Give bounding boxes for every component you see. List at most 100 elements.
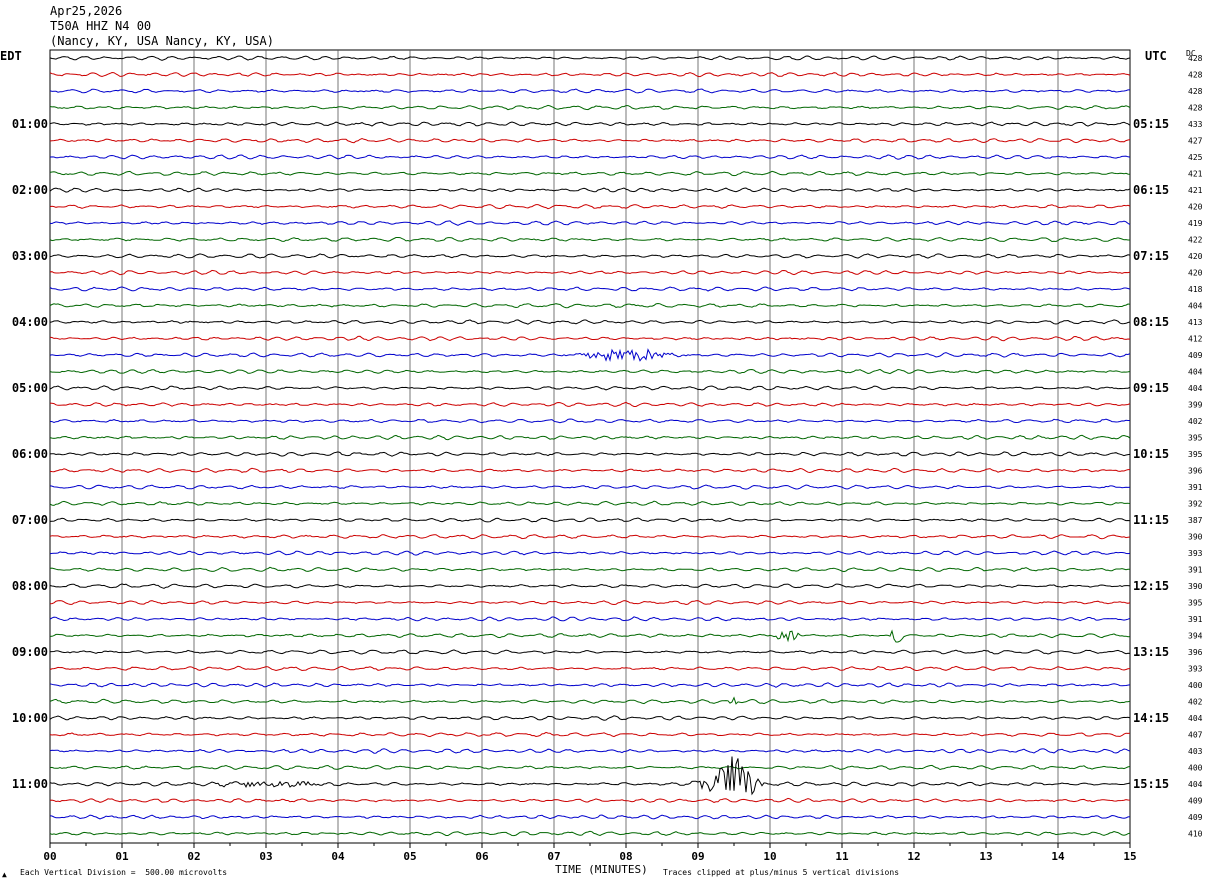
trace-line: [49, 500, 1131, 506]
dc-offset-label: 402: [1188, 417, 1203, 426]
x-tick-label: 01: [115, 850, 129, 863]
right-time-label: 10:15: [1133, 447, 1169, 461]
chart-station: T50A HHZ N4 00: [50, 19, 152, 33]
dc-offset-label: 400: [1188, 681, 1203, 690]
trace-line: [49, 696, 1131, 705]
dc-offset-label: 391: [1188, 615, 1203, 624]
left-timezone-label: EDT: [0, 49, 22, 63]
dc-offset-label: 428: [1188, 71, 1203, 80]
dc-offset-label: 404: [1188, 302, 1203, 311]
right-time-label: 11:15: [1133, 513, 1169, 527]
chart-date: Apr25,2026: [50, 4, 123, 18]
left-time-label: 02:00: [12, 183, 48, 197]
x-tick-label: 15: [1123, 850, 1136, 863]
corner-mark: ▲: [2, 870, 7, 879]
dc-offset-label: 393: [1188, 665, 1203, 674]
trace-line: [49, 451, 1131, 457]
dc-offset-label: 412: [1188, 335, 1203, 344]
trace-line: [49, 566, 1130, 573]
x-tick-label: 11: [835, 850, 849, 863]
dc-offset-label: 404: [1188, 714, 1203, 723]
trace-line: [49, 583, 1131, 589]
dc-offset-label: 400: [1188, 764, 1203, 773]
trace-line: [49, 348, 1131, 363]
vertical-scale-note: Each Vertical Division = 500.00 microvol…: [20, 868, 228, 877]
trace-line: [49, 756, 1131, 796]
trace-line: [49, 764, 1131, 771]
dc-offset-label: 433: [1188, 120, 1203, 129]
trace-line: [49, 629, 1131, 643]
x-tick-label: 02: [187, 850, 200, 863]
trace-line: [49, 534, 1131, 540]
left-time-label: 03:00: [12, 249, 48, 263]
left-time-label: 01:00: [12, 117, 48, 131]
trace-line: [49, 55, 1131, 61]
right-timezone-label: UTC: [1145, 49, 1167, 63]
x-tick-label: 09: [691, 850, 704, 863]
trace-line: [49, 335, 1131, 342]
trace-line: [49, 682, 1131, 688]
dc-offset-label: 404: [1188, 368, 1203, 377]
trace-line: [49, 204, 1131, 210]
right-time-label: 05:15: [1133, 117, 1169, 131]
dc-offset-label: 395: [1188, 434, 1203, 443]
dc-offset-label: 407: [1188, 731, 1203, 740]
trace-line: [49, 814, 1131, 820]
right-time-label: 07:15: [1133, 249, 1169, 263]
clip-note: Traces clipped at plus/minus 5 vertical …: [663, 868, 900, 877]
trace-line: [49, 731, 1131, 738]
trace-line: [49, 484, 1131, 490]
dc-offset-label: 428: [1188, 104, 1203, 113]
trace-line: [49, 418, 1130, 424]
trace-line: [49, 385, 1131, 391]
trace-line: [49, 368, 1131, 375]
left-time-label: 10:00: [12, 711, 48, 725]
dc-offset-label: 393: [1188, 549, 1203, 558]
dc-offset-label: 421: [1188, 186, 1203, 195]
dc-offset-label: 427: [1188, 137, 1203, 146]
left-time-label: 09:00: [12, 645, 48, 659]
trace-line: [49, 137, 1131, 144]
dc-offset-label: 410: [1188, 830, 1203, 839]
trace-line: [49, 434, 1131, 441]
dc-offset-label: 392: [1188, 500, 1203, 509]
dc-offset-label: 413: [1188, 318, 1203, 327]
dc-offset-label: 391: [1188, 566, 1203, 575]
trace-line: [49, 253, 1131, 259]
chart-location: (Nancy, KY, USA Nancy, KY, USA): [50, 34, 274, 48]
trace-line: [49, 71, 1131, 78]
dc-offset-label: 420: [1188, 252, 1203, 261]
x-axis-title: TIME (MINUTES): [555, 863, 648, 876]
left-time-label: 07:00: [12, 513, 48, 527]
dc-offset-label: 396: [1188, 467, 1203, 476]
trace-line: [49, 187, 1131, 193]
trace-line: [49, 104, 1131, 111]
plot-frame: [49, 49, 1131, 844]
trace-line: [49, 302, 1131, 309]
trace-line: [49, 170, 1131, 177]
trace-line: [49, 649, 1131, 655]
dc-offset-label: 402: [1188, 698, 1203, 707]
dc-offset-label: 404: [1188, 384, 1203, 393]
x-tick-label: 10: [763, 850, 776, 863]
dc-offset-label: 387: [1188, 516, 1203, 525]
trace-line: [49, 665, 1131, 672]
dc-offset-label: 399: [1188, 401, 1203, 410]
dc-column-label: DC: [1186, 49, 1196, 58]
right-time-label: 12:15: [1133, 579, 1169, 593]
trace-line: [49, 269, 1131, 276]
dc-offset-label: 409: [1188, 351, 1203, 360]
dc-offset-label: 428: [1188, 54, 1203, 63]
right-time-label: 09:15: [1133, 381, 1169, 395]
x-tick-label: 08: [619, 850, 632, 863]
trace-line: [49, 286, 1131, 292]
trace-line: [49, 748, 1131, 754]
right-time-label: 14:15: [1133, 711, 1169, 725]
dc-offset-label: 428: [1188, 87, 1203, 96]
trace-line: [49, 616, 1131, 622]
trace-line: [49, 830, 1131, 837]
left-time-label: 04:00: [12, 315, 48, 329]
x-tick-label: 04: [331, 850, 345, 863]
dc-offset-label: 396: [1188, 648, 1203, 657]
